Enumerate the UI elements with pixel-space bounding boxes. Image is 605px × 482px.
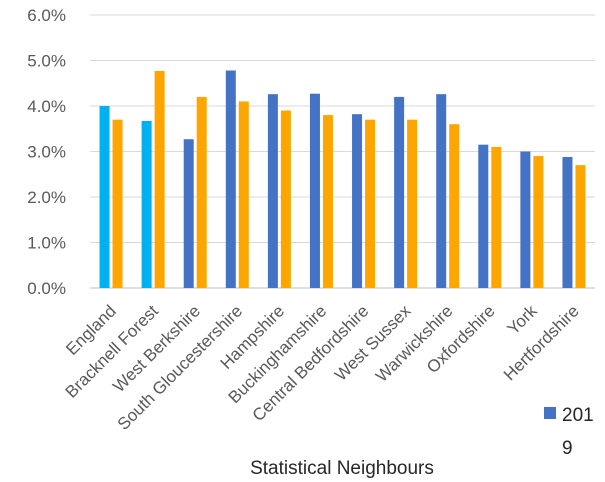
y-tick-label: 2.0% — [27, 188, 66, 207]
bar-orange-series — [449, 124, 460, 288]
bar-orange-series — [407, 119, 418, 289]
bar-orange-series — [322, 115, 333, 288]
x-category-label: York — [504, 301, 541, 338]
y-axis-tick-labels: 0.0% 1.0% 2.0% 3.0% 4.0% 5.0% 6.0% — [27, 6, 66, 298]
bar-orange-series — [280, 110, 291, 288]
bar-orange-series — [575, 165, 586, 288]
y-tick-label: 3.0% — [27, 143, 66, 162]
x-axis-title: Statistical Neighbours — [250, 458, 434, 479]
bar-2019 — [183, 139, 194, 288]
y-tick-label: 0.0% — [27, 279, 66, 298]
legend-label-line-1: 201 — [562, 405, 594, 426]
y-tick-label: 5.0% — [27, 52, 66, 71]
bar-orange-series — [365, 119, 376, 289]
bar-orange-series — [112, 119, 123, 289]
bar-2019 — [141, 121, 152, 288]
bars — [99, 70, 586, 289]
bar-2019 — [352, 114, 363, 288]
y-tick-label: 4.0% — [27, 97, 66, 116]
bar-orange-series — [238, 101, 249, 288]
bar-2019 — [562, 156, 573, 288]
gridlines — [90, 14, 595, 289]
legend: 201 9 — [544, 405, 594, 459]
bar-orange-series — [533, 156, 544, 288]
legend-label-line-2: 9 — [562, 438, 573, 459]
bar-2019 — [225, 70, 236, 288]
bar-2019 — [436, 94, 447, 288]
bar-orange-series — [491, 146, 502, 288]
bar-2019 — [309, 93, 320, 288]
bar-2019 — [520, 151, 531, 288]
bar-2019 — [99, 106, 110, 288]
legend-swatch-2019 — [544, 407, 556, 419]
y-tick-label: 1.0% — [27, 234, 66, 253]
bar-2019 — [478, 144, 489, 288]
bar-2019 — [267, 94, 278, 288]
x-category-label: Hertfordshire — [500, 301, 583, 384]
bar-2019 — [394, 96, 405, 289]
y-tick-label: 6.0% — [27, 6, 66, 25]
bar-orange-series — [154, 70, 165, 288]
bar-orange-series — [196, 96, 207, 289]
